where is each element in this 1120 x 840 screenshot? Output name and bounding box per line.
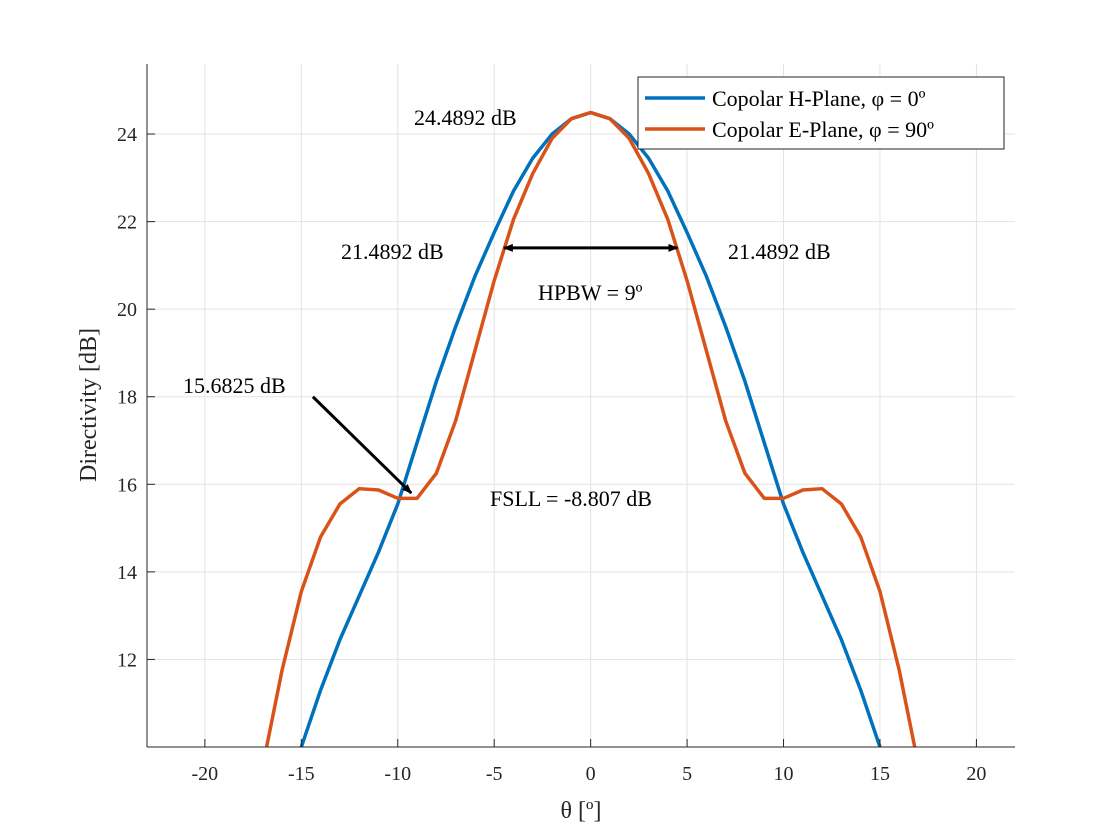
x-tick-label: -10 — [384, 763, 411, 785]
x-tick-label: 10 — [774, 763, 794, 785]
right-half-power-annotation: 21.4892 dB — [728, 239, 831, 264]
annotations: 24.4892 dB 21.4892 dB 21.4892 dB HPBW = … — [183, 105, 831, 511]
y-tick-label: 14 — [117, 562, 137, 584]
axes — [146, 64, 1015, 748]
x-tick-label: -15 — [288, 763, 315, 785]
y-tick-label: 22 — [117, 212, 137, 234]
y-tick-label: 20 — [117, 299, 137, 321]
x-tick-label: 5 — [682, 763, 692, 785]
hpbw-annotation: HPBW = 9º — [538, 280, 643, 305]
fsll-annotation: FSLL = -8.807 dB — [490, 486, 652, 511]
legend-box — [637, 76, 1005, 150]
x-tick-label: 20 — [966, 763, 986, 785]
x-tick-label: -5 — [486, 763, 503, 785]
x-axis-label: θ [º] — [561, 798, 602, 824]
y-tick-label: 16 — [117, 474, 137, 496]
legend: Copolar H-Plane, φ = 0º Copolar E-Plane,… — [637, 76, 1005, 150]
y-tick-label: 24 — [117, 124, 137, 146]
x-tick-label: 0 — [586, 763, 596, 785]
peak-annotation: 24.4892 dB — [414, 105, 517, 130]
x-tick-label: -20 — [192, 763, 219, 785]
legend-label-h-plane: Copolar H-Plane, φ = 0º — [712, 86, 926, 111]
left-half-power-annotation: 21.4892 dB — [341, 239, 444, 264]
x-tick-label: 15 — [870, 763, 890, 785]
side-lobe-annotation: 15.6825 dB — [183, 373, 286, 398]
y-tick-label: 12 — [117, 649, 137, 671]
grid — [147, 64, 1015, 747]
series-line-e-plane — [264, 110, 917, 747]
tick-labels: -20 -15 -10 -5 0 5 10 15 20 12 14 16 18 20 22 24 — [117, 124, 986, 785]
side-lobe-arrow — [311, 395, 413, 495]
y-tick-label: 18 — [117, 387, 137, 409]
series-layer — [264, 110, 917, 747]
legend-label-e-plane: Copolar E-Plane, φ = 90º — [712, 117, 934, 142]
y-axis-label: Directivity [dB] — [76, 328, 102, 482]
plot-area — [147, 64, 1015, 747]
